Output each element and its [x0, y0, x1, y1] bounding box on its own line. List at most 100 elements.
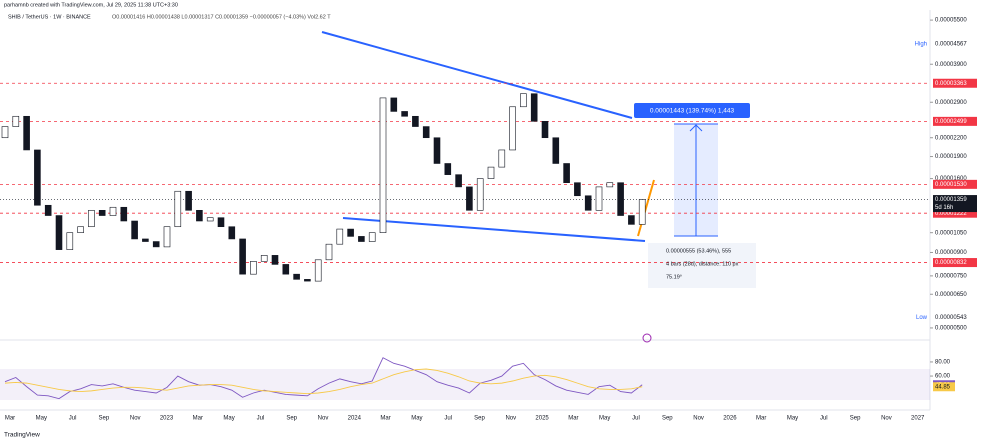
candle-body	[412, 115, 419, 127]
x-tick-label: Mar	[380, 416, 390, 422]
ohlc: O0.00001416 H0.00001438 L0.00001317 C0.0…	[112, 14, 331, 20]
candle-body	[196, 209, 203, 222]
level-label-box	[933, 258, 977, 268]
x-tick-label: 2024	[348, 416, 362, 422]
x-tick-label: Mar	[193, 416, 203, 422]
credit: parhamnb created with TradingView.com, J…	[4, 2, 178, 8]
candle-body	[44, 204, 52, 216]
measure-arrow-head	[689, 124, 703, 132]
candle-body	[390, 97, 398, 112]
candle-body	[228, 226, 236, 240]
y-tick-label: 0.00000750	[935, 273, 967, 279]
x-tick-label: Nov	[318, 416, 329, 422]
stats-line: 75.19°	[666, 274, 682, 280]
level-label-box	[933, 208, 977, 218]
candle-body	[325, 243, 333, 261]
candle-body	[293, 273, 300, 280]
candle-body	[250, 261, 257, 275]
candle-body	[34, 149, 41, 206]
x-tick-label: Nov	[130, 416, 141, 422]
y-tick-label: 0.00002200	[935, 135, 967, 141]
y-tick-label: 0.00005500	[935, 18, 967, 24]
high-text: High	[915, 42, 927, 48]
level-label: 0.00003363	[935, 81, 967, 87]
symbol: SHIB / TetherUS · 1W · BINANCE	[8, 14, 91, 20]
candle-body	[152, 241, 160, 248]
level-label-box	[933, 116, 977, 126]
candle-body	[88, 209, 95, 228]
x-tick-label: May	[411, 416, 422, 422]
x-tick-label: Jul	[69, 416, 77, 422]
y-tick-label: 0.00001050	[935, 230, 967, 236]
low-label: 0.00000543	[935, 315, 967, 321]
rsi-tick-label: 60.00	[935, 374, 951, 380]
measure-label-box	[634, 103, 750, 118]
rsi-band	[0, 369, 930, 400]
candle-body	[552, 137, 560, 164]
x-tick-label: Mar	[5, 416, 15, 422]
candle-body	[563, 163, 570, 183]
y-tick-label: 0.00000650	[935, 292, 967, 298]
candle-body	[530, 93, 538, 122]
candle-body	[347, 228, 354, 237]
x-tick-label: 2023	[160, 416, 174, 422]
candle-body	[98, 209, 106, 216]
candle-body	[628, 215, 635, 225]
x-tick-label: May	[36, 416, 47, 422]
rsi-value-box	[933, 382, 955, 392]
candle-body	[541, 121, 549, 139]
y-tick-label: 0.00000900	[935, 250, 967, 256]
candle-body	[433, 137, 441, 164]
candle-body	[282, 264, 290, 275]
level-label-box	[933, 78, 977, 88]
low-text: Low	[916, 315, 928, 321]
level-label: 0.00001222	[935, 211, 967, 217]
candle-body	[584, 195, 592, 211]
lower-trendline	[342, 217, 646, 242]
x-tick-label: Sep	[286, 416, 297, 422]
candle-body	[314, 259, 322, 282]
brand: TradingView	[4, 432, 40, 439]
candle-body	[66, 232, 74, 250]
x-tick-label: 2025	[535, 416, 549, 422]
x-tick-label: May	[599, 416, 610, 422]
x-tick-label: 2027	[911, 416, 925, 422]
stats-box	[648, 243, 756, 288]
x-tick-label: Mar	[568, 416, 578, 422]
candle-body	[466, 186, 473, 211]
x-tick-label: Nov	[693, 416, 704, 422]
candle-body	[174, 190, 182, 228]
candle-body	[498, 149, 506, 168]
candle-body	[509, 106, 516, 151]
candle-body	[368, 232, 376, 242]
candle-body	[358, 236, 365, 242]
candle-body	[109, 206, 117, 216]
level-label: 0.00002499	[935, 119, 967, 125]
candle-body	[520, 93, 527, 108]
candle-body	[55, 215, 63, 250]
event-icon	[642, 333, 652, 343]
high-label: 0.00004567	[935, 42, 967, 48]
candle-body	[1, 126, 9, 139]
x-tick-label: Jul	[820, 416, 828, 422]
angle-line	[637, 179, 655, 237]
upper-trendline	[321, 31, 633, 119]
candle-body	[206, 217, 214, 222]
rsi-line	[4, 357, 643, 400]
x-tick-label: May	[223, 416, 234, 422]
x-tick-label: Sep	[99, 416, 110, 422]
candle-body	[444, 163, 452, 175]
rsi-value-label: 44.85	[935, 384, 951, 390]
countdown: 5d 16h	[935, 205, 953, 211]
y-tick-label: 0.00000500	[935, 326, 967, 332]
measure-label: 0.00001443 (139.74%) 1,443	[650, 108, 735, 115]
candle-body	[617, 182, 624, 216]
x-tick-label: May	[787, 416, 798, 422]
candle-body	[595, 186, 603, 211]
candle-body	[239, 238, 246, 275]
candle-body	[638, 199, 646, 225]
rsi-line	[4, 368, 643, 395]
candle-body	[304, 279, 311, 282]
